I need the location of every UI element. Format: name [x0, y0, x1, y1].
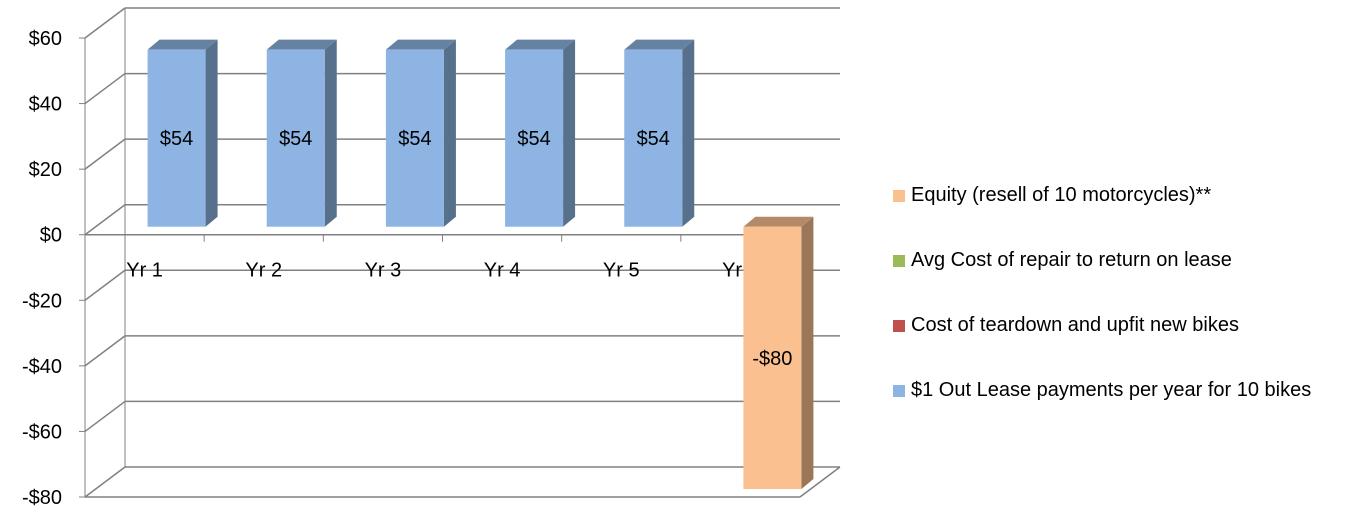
bar-yr-2-side	[324, 39, 337, 227]
bar-yr-4	[505, 49, 564, 227]
y-tick-label: $60	[29, 28, 62, 50]
y-tick-label: $20	[29, 159, 62, 181]
gridline-neg60-depth	[84, 400, 126, 433]
data-label: $54	[279, 128, 312, 150]
x-tick-label: Yr 5	[603, 260, 640, 282]
x-tick-label: Yr 4	[484, 260, 521, 282]
bar-yr-4-side	[563, 39, 576, 227]
bar-yr-3-side	[443, 39, 456, 227]
bar-yr-5	[624, 49, 683, 227]
legend-item-repair: Avg Cost of repair to return on lease	[893, 245, 1331, 276]
bar-yr-6-top	[743, 216, 814, 227]
bar-yr-3-top	[385, 39, 456, 50]
gridline-neg40-depth	[84, 335, 126, 367]
x-tick-label: Yr 2	[245, 260, 282, 282]
legend-label-teardown: Cost of teardown and upfit new bikes	[911, 314, 1239, 336]
x-tick-label: Yr 1	[126, 260, 163, 282]
y-tick-label: -$80	[22, 487, 62, 509]
y-tick-label: -$40	[22, 356, 62, 378]
bar-yr-6	[743, 226, 802, 489]
legend-swatch-repair	[893, 255, 905, 267]
y-tick-label: -$60	[22, 421, 62, 443]
legend-label-equity: Equity (resell of 10 motorcycles)**	[911, 184, 1212, 206]
bar-yr-5-side	[682, 39, 695, 227]
data-label: $54	[637, 128, 670, 150]
gridline-20-depth	[84, 138, 126, 170]
bar-yr-4-top	[505, 39, 576, 50]
bar-yr-1	[147, 49, 206, 227]
bar-yr-3	[385, 49, 444, 227]
floor-right-edge	[799, 466, 841, 498]
y-tick-label: $0	[40, 225, 62, 247]
legend-label-lease: $1 Out Lease payments per year for 10 bi…	[911, 379, 1312, 401]
legend-label-repair: Avg Cost of repair to return on lease	[911, 249, 1232, 271]
data-label: $54	[160, 128, 193, 150]
legend-item-teardown: Cost of teardown and upfit new bikes	[893, 310, 1331, 341]
x-tick-label: Yr 3	[365, 260, 402, 282]
bar-yr-1-side	[205, 39, 218, 227]
y-tick-label: $40	[29, 94, 62, 116]
legend-swatch-equity	[893, 190, 905, 202]
legend-swatch-teardown	[893, 320, 905, 332]
gridline-neg80-depth	[84, 466, 126, 498]
bar-yr-2-top	[266, 39, 337, 50]
gridline-0-depth	[84, 204, 126, 236]
bar-yr-1-top	[147, 39, 218, 50]
y-tick-label: -$20	[22, 290, 62, 312]
bar-yr-6-side	[801, 216, 814, 489]
data-label: -$80	[752, 348, 792, 370]
gridline-40-depth	[84, 72, 126, 105]
legend-item-lease: $1 Out Lease payments per year for 10 bi…	[893, 375, 1331, 406]
data-label: $54	[517, 128, 550, 150]
gridline-neg20-depth	[84, 269, 126, 301]
gridline-60-depth	[84, 7, 126, 39]
bar-yr-5-top	[624, 39, 695, 50]
data-label: $54	[398, 128, 431, 150]
bar-yr-2	[266, 49, 325, 227]
legend-item-equity: Equity (resell of 10 motorcycles)**	[893, 180, 1331, 211]
legend-swatch-lease	[893, 385, 905, 397]
